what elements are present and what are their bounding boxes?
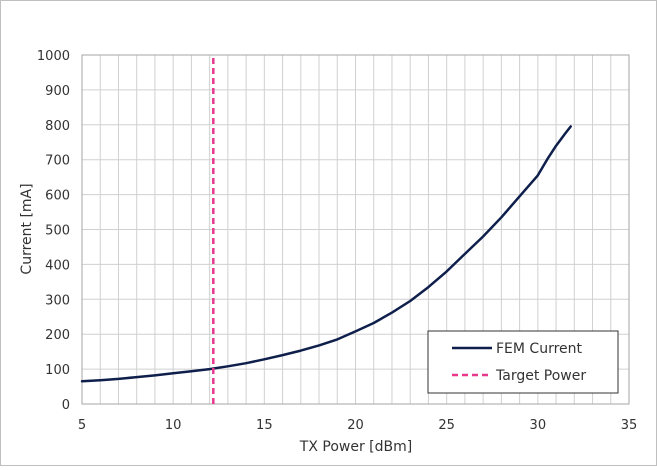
y-tick-label: 500 [45, 224, 70, 239]
legend-label-0: FEM Current [496, 341, 583, 357]
legend-box [427, 330, 619, 394]
x-axis-label: TX Power [dBm] [299, 439, 412, 455]
y-tick-label: 200 [45, 328, 70, 343]
plot-area [81, 54, 630, 405]
x-tick-label: 25 [438, 418, 455, 433]
y-axis-label: Current [mA] [19, 183, 35, 274]
legend: FEM Current Target Power [427, 330, 619, 394]
y-tick-label: 0 [62, 398, 70, 413]
x-tick-label: 20 [347, 418, 364, 433]
x-tick-label: 30 [530, 418, 547, 433]
y-tick-label: 1000 [37, 49, 70, 64]
x-tick-label: 5 [78, 418, 86, 433]
series-layer [80, 55, 572, 404]
y-tick-label: 300 [45, 293, 70, 308]
y-tick-label: 900 [45, 84, 70, 99]
legend-label-1: Target Power [495, 368, 586, 384]
y-tick-label: 100 [45, 363, 70, 378]
axes [81, 54, 630, 405]
x-tick-label: 15 [256, 418, 273, 433]
y-tick-label: 600 [45, 189, 70, 204]
series-line-0 [80, 125, 572, 383]
y-tick-label: 700 [45, 154, 70, 169]
x-tick-label: 35 [621, 418, 638, 433]
tick-labels: 0 100 200 300 400 500 600 700 800 900 1000 5 10 15 20 2… [37, 49, 637, 433]
y-tick-label: 800 [45, 119, 70, 134]
y-tick-label: 400 [45, 258, 70, 273]
x-tick-label: 10 [165, 418, 182, 433]
